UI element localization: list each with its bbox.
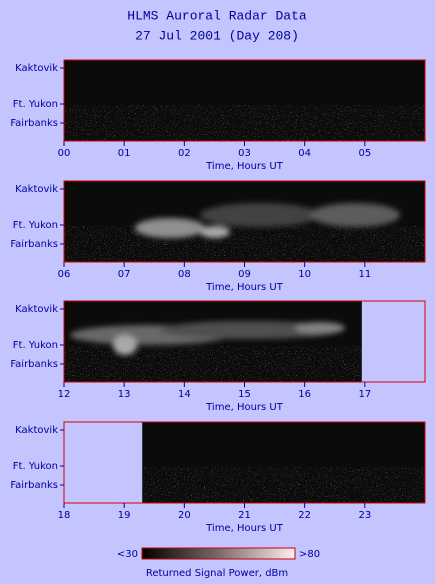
x-tick-label: 19 bbox=[118, 510, 131, 521]
x-axis-title: Time, Hours UT bbox=[205, 523, 284, 534]
panels: Kaktovik Ft. Yukon Fairbanks 00 01 02 03 04 05 Ti… bbox=[10, 59, 426, 534]
x-tick-label: 02 bbox=[178, 148, 191, 159]
colorbar bbox=[141, 547, 296, 560]
site-label: Ft. Yukon bbox=[13, 99, 58, 110]
site-label: Fairbanks bbox=[10, 359, 58, 370]
x-tick-label: 08 bbox=[178, 269, 191, 280]
subtitle: 27 Jul 2001 (Day 208) bbox=[135, 28, 299, 43]
site-label: Kaktovik bbox=[15, 304, 58, 315]
panel: Kaktovik Ft. Yukon Fairbanks 18 19 20 21 22 23 Ti… bbox=[10, 421, 426, 534]
speckle bbox=[142, 467, 425, 503]
x-axis-title: Time, Hours UT bbox=[205, 402, 284, 413]
x-tick-label: 01 bbox=[118, 148, 131, 159]
x-tick-label: 15 bbox=[238, 389, 251, 400]
x-tick-label: 21 bbox=[238, 510, 251, 521]
x-tick-label: 18 bbox=[58, 510, 71, 521]
x-axis-title: Time, Hours UT bbox=[205, 161, 284, 172]
x-tick-label: 04 bbox=[298, 148, 311, 159]
x-tick-label: 05 bbox=[358, 148, 371, 159]
colorbar-min: <30 bbox=[117, 549, 138, 560]
x-axis-title: Time, Hours UT bbox=[205, 282, 284, 293]
x-tick-label: 11 bbox=[358, 269, 371, 280]
x-tick-label: 03 bbox=[238, 148, 251, 159]
x-tick-label: 06 bbox=[58, 269, 71, 280]
site-label: Ft. Yukon bbox=[13, 340, 58, 351]
site-label: Fairbanks bbox=[10, 239, 58, 250]
speckle bbox=[64, 226, 425, 262]
panel: Kaktovik Ft. Yukon Fairbanks 12 13 14 15 16 17 Ti… bbox=[10, 300, 426, 413]
x-tick-label: 10 bbox=[298, 269, 311, 280]
x-tick-label: 23 bbox=[358, 510, 371, 521]
site-label: Kaktovik bbox=[15, 184, 58, 195]
site-label: Kaktovik bbox=[15, 63, 58, 74]
site-label: Ft. Yukon bbox=[13, 461, 58, 472]
x-tick-label: 20 bbox=[178, 510, 191, 521]
panel: Kaktovik Ft. Yukon Fairbanks 00 01 02 03 04 05 Ti… bbox=[10, 59, 426, 172]
speckle bbox=[64, 105, 425, 141]
x-tick-label: 07 bbox=[118, 269, 131, 280]
x-tick-label: 14 bbox=[178, 389, 191, 400]
site-label: Ft. Yukon bbox=[13, 220, 58, 231]
x-tick-label: 16 bbox=[298, 389, 311, 400]
site-label: Fairbanks bbox=[10, 480, 58, 491]
speckle bbox=[64, 346, 362, 382]
site-label: Kaktovik bbox=[15, 425, 58, 436]
aurora-texture bbox=[70, 203, 400, 355]
x-tick-label: 12 bbox=[58, 389, 71, 400]
colorbar-title: Returned Signal Power, dBm bbox=[146, 568, 288, 579]
x-tick-label: 17 bbox=[358, 389, 371, 400]
colorbar-labels: <30 >80 Returned Signal Power, dBm bbox=[117, 549, 320, 579]
x-tick-label: 00 bbox=[58, 148, 71, 159]
x-tick-label: 22 bbox=[298, 510, 311, 521]
x-tick-label: 13 bbox=[118, 389, 131, 400]
title: HLMS Auroral Radar Data bbox=[127, 8, 307, 23]
site-label: Fairbanks bbox=[10, 118, 58, 129]
x-tick-label: 09 bbox=[238, 269, 251, 280]
colorbar-max: >80 bbox=[299, 549, 320, 560]
